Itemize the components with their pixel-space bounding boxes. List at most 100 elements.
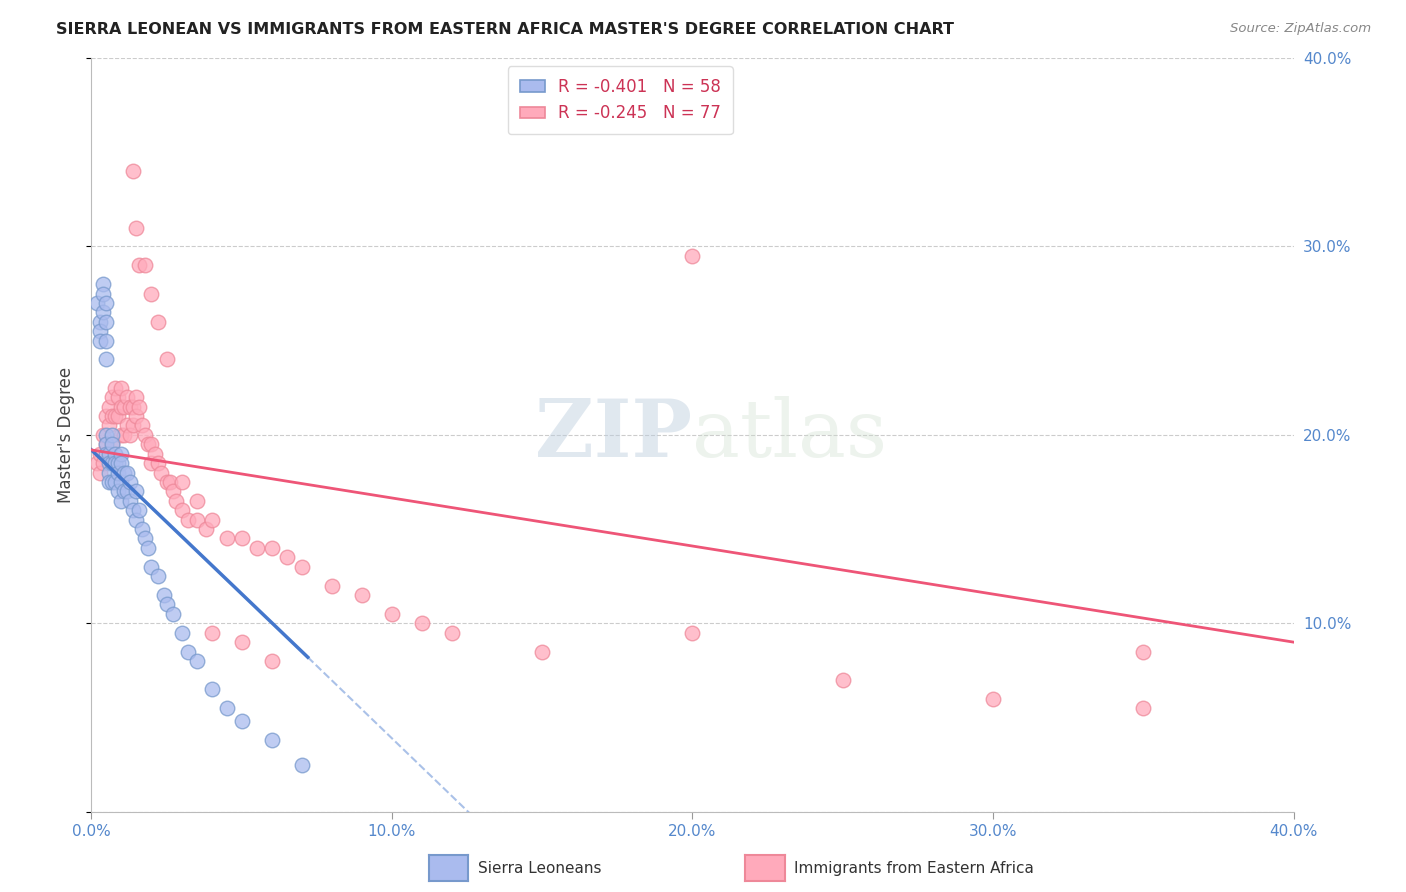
Point [114,428,136,442]
Point [134,428,156,442]
Point [138,541,160,555]
Point [101,409,124,423]
Point [96,437,118,451]
Point [170,625,193,640]
Point [141,456,163,470]
Point [96,296,118,310]
Text: Immigrants from Eastern Africa: Immigrants from Eastern Africa [794,862,1035,876]
Point [276,550,298,565]
Point [162,607,184,621]
Point [260,733,283,747]
Point [89,466,111,480]
Point [101,475,124,489]
Point [86,456,108,470]
Point [101,428,124,442]
Point [201,682,224,697]
Point [1132,701,1154,715]
Point [96,334,118,348]
Point [215,701,238,715]
Point [350,588,373,602]
Point [131,418,153,433]
Point [321,579,343,593]
Point [152,588,174,602]
Y-axis label: Master's Degree: Master's Degree [56,367,75,503]
Point [114,400,136,414]
Point [125,409,148,423]
Point [246,541,269,555]
Point [831,673,853,687]
Point [215,532,238,546]
Point [89,334,111,348]
Point [114,484,136,499]
Point [107,409,129,423]
Point [93,456,115,470]
Point [260,654,283,668]
Point [165,493,187,508]
Point [110,475,132,489]
Point [186,493,208,508]
Point [141,286,163,301]
Point [96,428,118,442]
Point [120,475,142,489]
Point [381,607,404,621]
Point [155,352,177,367]
Point [231,635,253,649]
Point [176,513,198,527]
Point [681,625,703,640]
Point [125,220,148,235]
Point [260,541,283,555]
Point [186,513,208,527]
Point [128,258,150,272]
Point [96,409,118,423]
Point [411,616,433,631]
Point [110,381,132,395]
Point [531,644,554,658]
Point [159,475,181,489]
Point [1132,644,1154,658]
Point [138,437,160,451]
Point [110,400,132,414]
Point [98,456,121,470]
Point [96,315,118,329]
Point [128,400,150,414]
Point [117,484,139,499]
Point [122,418,145,433]
Point [134,258,156,272]
Point [89,315,111,329]
Point [89,447,111,461]
Point [128,503,150,517]
Point [107,484,129,499]
Point [176,644,198,658]
Text: Source: ZipAtlas.com: Source: ZipAtlas.com [1230,22,1371,36]
Point [231,532,253,546]
Point [125,390,148,404]
Text: atlas: atlas [692,396,887,474]
Point [104,456,127,470]
Point [110,428,132,442]
Point [120,493,142,508]
Text: Sierra Leoneans: Sierra Leoneans [478,862,602,876]
Point [143,447,166,461]
Point [107,466,129,480]
Point [146,456,169,470]
Point [141,559,163,574]
Point [120,428,142,442]
Point [110,447,132,461]
Point [98,418,121,433]
Point [149,466,172,480]
Point [98,400,121,414]
Point [122,400,145,414]
Point [170,503,193,517]
Point [146,569,169,583]
Point [117,466,139,480]
Point [96,352,118,367]
Point [89,324,111,338]
Point [125,484,148,499]
Point [201,625,224,640]
Point [186,654,208,668]
Point [96,437,118,451]
Point [104,409,127,423]
Point [101,437,124,451]
Point [93,277,115,291]
Point [114,466,136,480]
